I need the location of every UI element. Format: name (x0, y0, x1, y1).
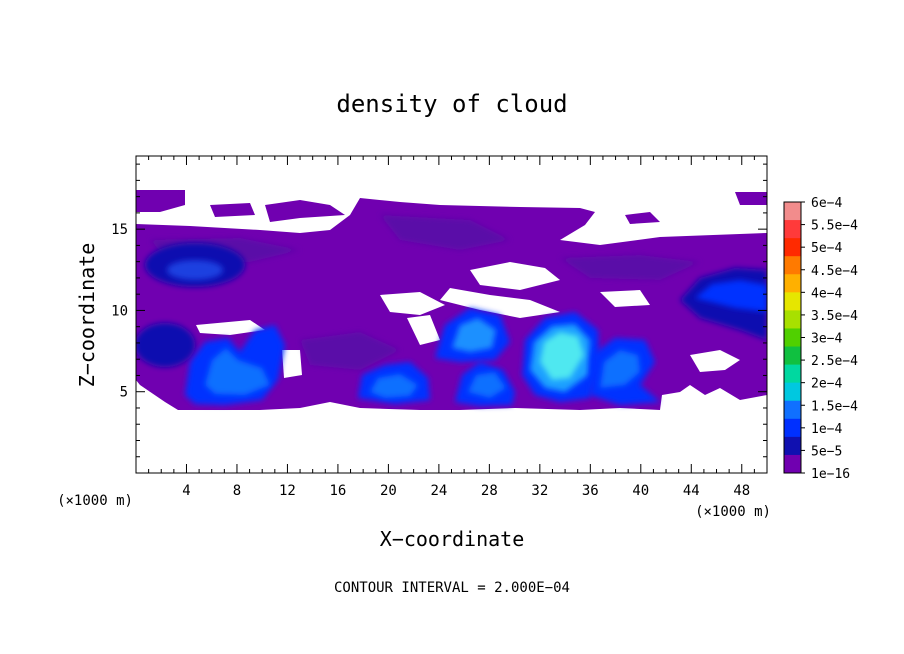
clear-air-gaps (196, 262, 740, 378)
colorbar-labels: 6e−4 5.5e−4 5e−4 4.5e−4 4e−4 3.5e−4 3e−4 2.5e−4… (811, 196, 858, 482)
x-tick-label: 8 (233, 483, 241, 499)
axes (135, 155, 768, 474)
x-tick-label: 28 (481, 483, 498, 499)
contour-interval-note: CONTOUR INTERVAL = 2.000E−04 (334, 580, 570, 596)
low-density-bands (150, 215, 700, 370)
core-7km-inner (205, 348, 270, 395)
colorbar-label: 6e−4 (811, 196, 842, 211)
x-tick-label: 24 (430, 483, 447, 499)
core-upper-west-inner (167, 260, 223, 280)
x-tick-label: 44 (683, 483, 700, 499)
x-tick-label: 32 (531, 483, 548, 499)
y-axis-label: Z−coordinate (75, 243, 99, 388)
colorbar-label: 5e−4 (811, 241, 842, 256)
colorbar-swatch (784, 328, 801, 348)
y-tick-label: 15 (111, 222, 128, 238)
colorbar-label: 5.5e−4 (811, 219, 858, 234)
colorbar (783, 201, 805, 474)
x-tick-labels: 4 8 12 16 20 24 28 32 36 40 44 48 (182, 483, 750, 499)
core-27km-inner (468, 372, 506, 398)
colorbar-swatch (784, 202, 801, 221)
colorbar-label: 2e−4 (811, 377, 842, 392)
x-tick-label: 40 (632, 483, 649, 499)
colorbar-swatch (784, 346, 801, 366)
colorbar-label: 1.5e−4 (811, 399, 858, 414)
colorbar-swatch (784, 220, 801, 239)
colorbar-swatch (784, 292, 801, 311)
x-tick-label: 16 (329, 483, 346, 499)
core-38km-inner (600, 350, 640, 388)
core-19km-inner (370, 374, 418, 398)
colorbar-label: 4.5e−4 (811, 264, 858, 279)
density-cores (136, 243, 767, 406)
colorbar-swatch (784, 274, 801, 293)
x-tick-label: 48 (733, 483, 750, 499)
colorbar-label: 1e−16 (811, 467, 850, 482)
y-tick-label: 5 (120, 385, 128, 401)
colorbar-swatch (784, 364, 801, 384)
x-unit-right: (×1000 m) (695, 504, 771, 520)
chart-title: density of cloud (336, 90, 567, 118)
colorbar-swatch (784, 382, 801, 402)
y-ticks (136, 163, 767, 458)
y-tick-label: 10 (111, 303, 128, 319)
plot-area (136, 190, 767, 410)
colorbar-label: 3.5e−4 (811, 309, 858, 324)
colorbar-label: 2.5e−4 (811, 354, 858, 369)
colorbar-label: 1e−4 (811, 422, 842, 437)
colorbar-swatch (784, 418, 801, 438)
colorbar-swatch (784, 436, 801, 456)
colorbar-label: 3e−4 (811, 332, 842, 347)
colorbar-swatch (784, 256, 801, 275)
x-tick-label: 36 (582, 483, 599, 499)
core-25km-inner (452, 318, 496, 352)
colorbar-swatch (784, 400, 801, 420)
colorbar-label: 5e−5 (811, 444, 842, 459)
x-ticks (148, 156, 755, 473)
x-tick-label: 4 (182, 483, 190, 499)
colorbar-swatch (784, 238, 801, 257)
core-34km-inner (540, 332, 584, 380)
colorbar-swatch (784, 454, 801, 474)
x-axis-label: X−coordinate (380, 527, 525, 551)
x-unit-left: (×1000 m) (57, 493, 133, 509)
core-46km-inner (695, 280, 767, 312)
y-tick-labels: 5 10 15 (111, 222, 128, 401)
x-tick-label: 12 (279, 483, 296, 499)
x-tick-label: 20 (380, 483, 397, 499)
colorbar-swatch (784, 310, 801, 329)
core-mid-west (136, 323, 195, 367)
colorbar-label: 4e−4 (811, 286, 842, 301)
